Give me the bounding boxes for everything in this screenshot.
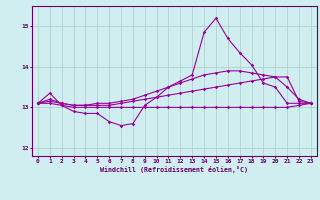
X-axis label: Windchill (Refroidissement éolien,°C): Windchill (Refroidissement éolien,°C)	[100, 166, 248, 173]
